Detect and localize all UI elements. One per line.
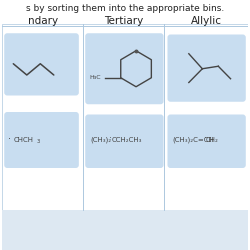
Text: (CH₃)₂C=CH: (CH₃)₂C=CH [172, 137, 214, 143]
FancyBboxPatch shape [168, 34, 246, 102]
Text: CCH₂CH₃: CCH₂CH₃ [112, 137, 142, 143]
FancyBboxPatch shape [2, 210, 248, 250]
Text: Tertiary: Tertiary [104, 16, 144, 26]
Text: s by sorting them into the appropriate bins.: s by sorting them into the appropriate b… [26, 4, 224, 13]
Text: ndary: ndary [28, 16, 58, 26]
Text: ·: · [109, 134, 112, 143]
Text: H₃C: H₃C [90, 75, 101, 80]
Text: 3: 3 [37, 139, 40, 144]
Text: CH₂: CH₂ [206, 137, 219, 143]
Text: Allylic: Allylic [190, 16, 222, 26]
Text: (CH₃)₂: (CH₃)₂ [90, 137, 111, 143]
FancyBboxPatch shape [85, 114, 164, 168]
FancyBboxPatch shape [2, 24, 248, 210]
Text: ·: · [8, 134, 12, 144]
FancyBboxPatch shape [4, 33, 79, 96]
Text: CHCH: CHCH [13, 137, 33, 143]
FancyBboxPatch shape [4, 112, 79, 168]
FancyBboxPatch shape [168, 114, 246, 168]
FancyBboxPatch shape [85, 33, 164, 104]
Text: ·: · [204, 134, 206, 143]
